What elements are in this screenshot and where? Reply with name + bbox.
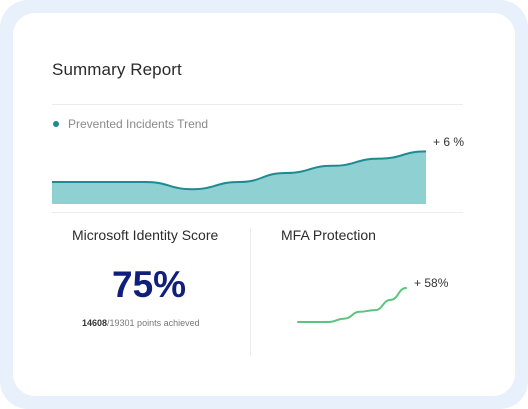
trend-legend: Prevented Incidents Trend: [53, 117, 208, 131]
header-divider: [52, 104, 463, 105]
mfa-line: [297, 287, 407, 323]
column-divider: [250, 228, 251, 356]
prevented-incidents-trend-chart: [52, 150, 427, 204]
points-total: /19301 points achieved: [107, 318, 200, 328]
identity-score-value: 75%: [112, 264, 187, 305]
summary-card: [13, 13, 515, 396]
identity-score-title: Microsoft Identity Score: [72, 227, 219, 243]
identity-score-points: 14608/19301 points achieved: [82, 318, 200, 328]
section-divider: [52, 212, 463, 213]
mfa-change-label: + 58%: [414, 276, 449, 290]
trend-change-label: + 6 %: [433, 135, 465, 149]
points-achieved: 14608: [82, 318, 108, 328]
legend-dot-icon: [53, 121, 59, 127]
trend-legend-label: Prevented Incidents Trend: [68, 117, 209, 131]
trend-area: [52, 151, 426, 204]
mfa-protection-title: MFA Protection: [281, 227, 376, 243]
trend-line: [52, 150, 427, 191]
mfa-protection-sparkline: [297, 287, 407, 323]
card-title: Summary Report: [52, 60, 182, 79]
